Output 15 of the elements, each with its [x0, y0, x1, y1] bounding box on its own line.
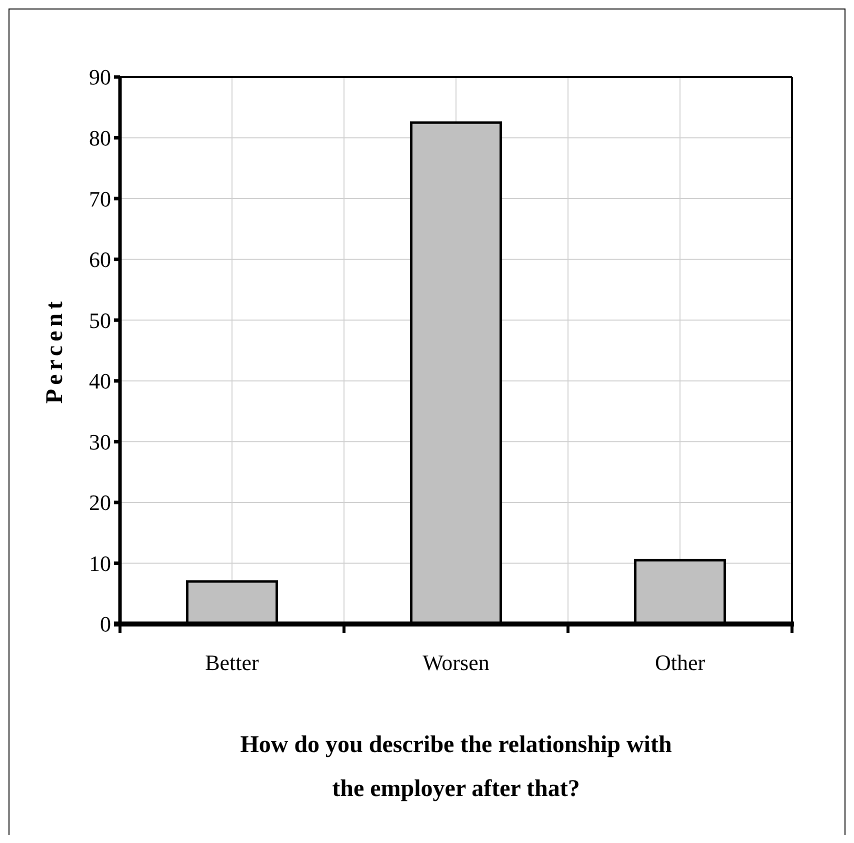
- y-tick-label: 60: [89, 247, 111, 272]
- y-tick-label: 10: [89, 550, 111, 576]
- y-tick-label: 0: [100, 612, 111, 637]
- x-tick-label: Worsen: [422, 650, 490, 675]
- y-axis-title: Percent: [42, 297, 68, 404]
- y-tick-label: 20: [89, 490, 111, 516]
- y-tick-label: 50: [89, 308, 111, 333]
- y-tick-label: 40: [89, 368, 111, 394]
- y-tick-label: 80: [89, 125, 111, 150]
- x-tick-label: Better: [205, 650, 260, 675]
- y-tick-label: 90: [89, 64, 111, 90]
- y-tick-label: 30: [89, 429, 111, 454]
- x-tick-label: Other: [654, 650, 706, 675]
- y-tick-label: 70: [89, 186, 111, 212]
- x-axis-title: How do you describe the relationship with the employer after that?: [240, 732, 672, 802]
